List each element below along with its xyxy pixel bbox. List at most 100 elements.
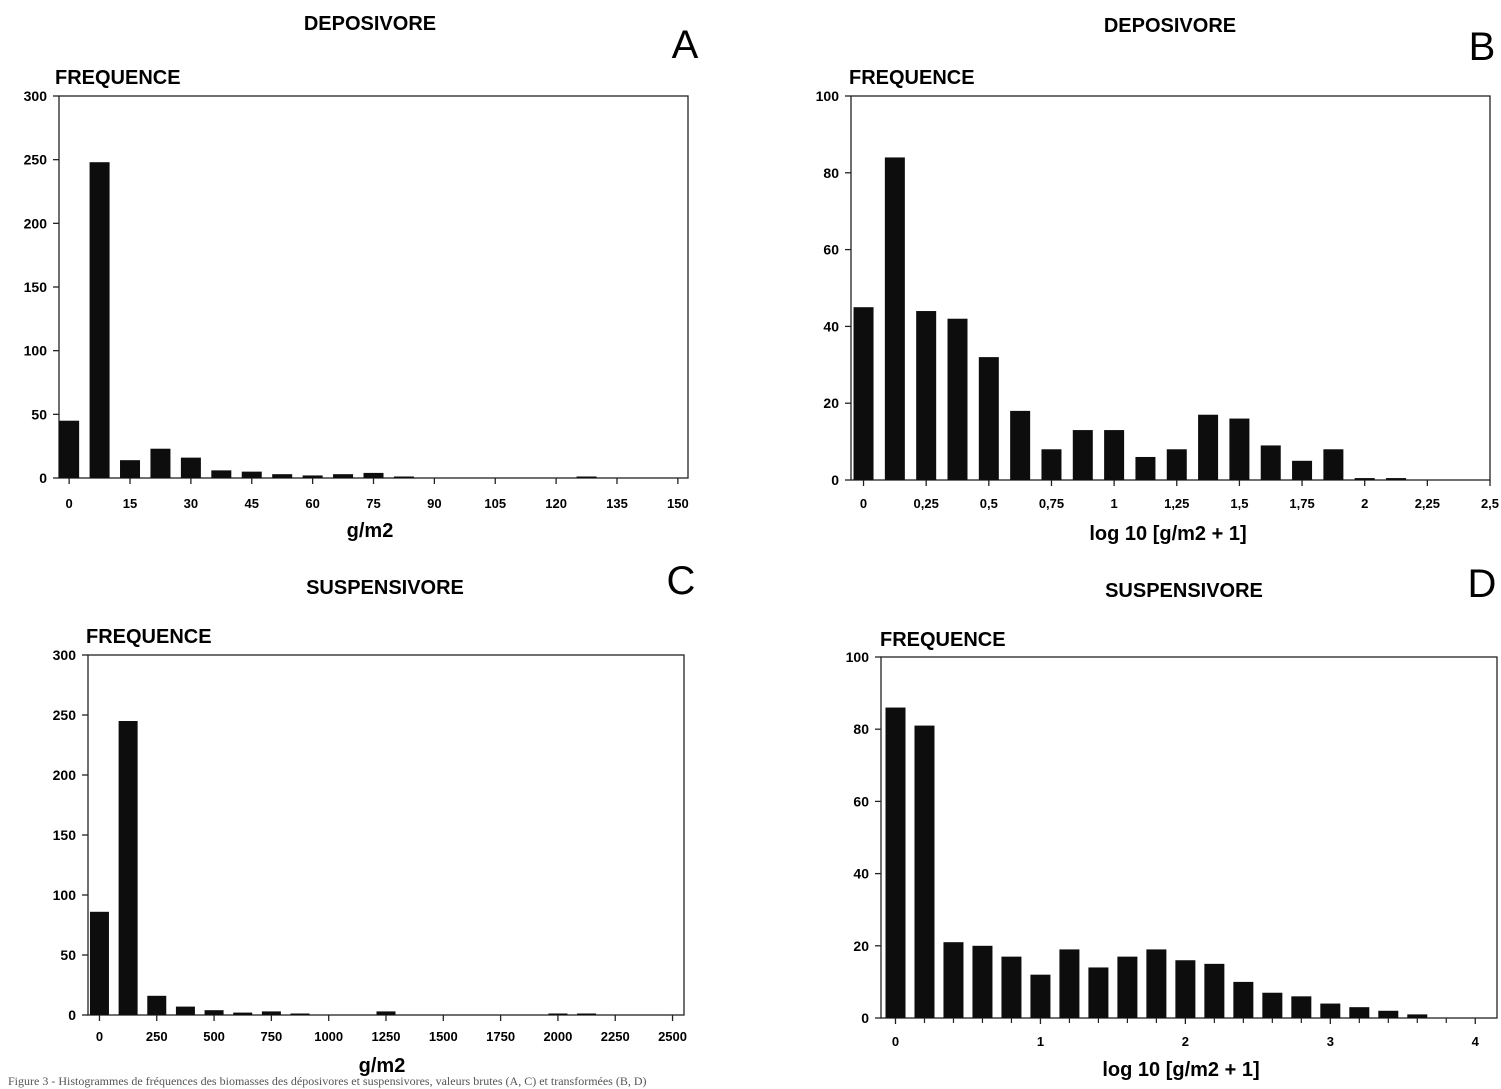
x-tick-label: 2,25 <box>1415 496 1440 511</box>
bar <box>147 995 167 1015</box>
x-tick-label: 4 <box>1472 1034 1480 1049</box>
bar <box>1292 460 1313 480</box>
bar <box>261 1011 281 1015</box>
bar <box>947 318 968 480</box>
bar <box>333 474 354 478</box>
bar <box>916 311 937 480</box>
bar <box>1349 1007 1370 1018</box>
x-tick-label: 105 <box>484 496 506 511</box>
chart-title: DEPOSIVORE <box>1104 15 1236 37</box>
bar <box>272 474 293 478</box>
y-axis-label: FREQUENCE <box>880 629 1006 651</box>
panel-letter: D <box>1468 562 1497 606</box>
bar <box>1320 1003 1341 1018</box>
bar <box>885 707 906 1018</box>
bar <box>1072 430 1093 480</box>
y-tick-label: 80 <box>853 721 869 737</box>
bar <box>363 472 384 478</box>
y-tick-label: 300 <box>24 88 48 104</box>
y-tick-label: 80 <box>823 165 839 181</box>
chart-title: DEPOSIVORE <box>304 13 436 35</box>
x-tick-label: 1,75 <box>1289 496 1314 511</box>
x-tick-label: 0 <box>66 496 73 511</box>
x-tick-label: 2000 <box>543 1029 572 1044</box>
x-tick-label: 0 <box>96 1029 103 1044</box>
bar <box>290 1013 310 1015</box>
x-tick-label: 1250 <box>372 1029 401 1044</box>
bar <box>393 476 414 478</box>
y-tick-label: 300 <box>53 647 77 663</box>
bar <box>1378 1010 1399 1018</box>
x-tick-label: 0,5 <box>980 496 998 511</box>
y-tick-label: 200 <box>53 767 77 783</box>
bar <box>1233 981 1254 1018</box>
y-tick-label: 50 <box>31 406 47 422</box>
plot-frame <box>850 95 1491 481</box>
y-tick-label: 0 <box>861 1010 869 1026</box>
x-tick-label: 135 <box>606 496 628 511</box>
x-tick-label: 2 <box>1182 1034 1189 1049</box>
x-tick-label: 60 <box>305 496 319 511</box>
bar <box>150 448 171 478</box>
bar <box>1291 996 1312 1018</box>
bar <box>943 942 964 1018</box>
x-tick-label: 1500 <box>429 1029 458 1044</box>
y-tick-label: 40 <box>853 866 869 882</box>
x-tick-label: 3 <box>1327 1034 1334 1049</box>
panel-letter: A <box>672 23 699 67</box>
bar <box>978 357 999 480</box>
bar <box>211 470 232 478</box>
x-axis-label: g/m2 <box>359 1055 406 1077</box>
bar <box>1260 445 1281 480</box>
x-tick-label: 750 <box>261 1029 283 1044</box>
bar <box>1001 956 1022 1018</box>
bar <box>120 460 141 478</box>
bar <box>118 721 138 1015</box>
x-tick-label: 30 <box>184 496 198 511</box>
x-axis-label: log 10 [g/m2 + 1] <box>1089 523 1246 545</box>
chart-panel-c: SUSPENSIVORE C FREQUENCE 0 50 100 150 200 250 300… <box>53 559 696 1077</box>
y-tick-label: 0 <box>68 1007 76 1023</box>
y-tick-label: 60 <box>853 793 869 809</box>
bar <box>1030 974 1051 1018</box>
bar <box>1386 478 1407 480</box>
y-tick-label: 100 <box>846 649 870 665</box>
y-tick-label: 150 <box>24 279 48 295</box>
chart-panel-b: DEPOSIVORE B FREQUENCE 0 20 40 60 80 100 0 0,25 0,5… <box>816 15 1499 545</box>
bar <box>59 420 80 478</box>
x-tick-label: 2 <box>1361 496 1368 511</box>
bar <box>972 945 993 1018</box>
x-tick-label: 1,25 <box>1164 496 1189 511</box>
bar <box>175 1006 195 1015</box>
y-tick-label: 0 <box>831 472 839 488</box>
bar <box>302 475 323 478</box>
chart-panel-d: SUSPENSIVORE D FREQUENCE 0 20 40 60 80 100 0 1 2 3 4 l… <box>846 562 1498 1081</box>
x-tick-label: 75 <box>366 496 380 511</box>
bar <box>376 1011 396 1015</box>
x-tick-label: 1 <box>1037 1034 1044 1049</box>
x-tick-label: 0,25 <box>914 496 939 511</box>
x-tick-label: 1000 <box>314 1029 343 1044</box>
y-tick-label: 50 <box>60 947 76 963</box>
y-axis-label: FREQUENCE <box>86 626 212 648</box>
bar <box>1262 992 1283 1018</box>
bar <box>1010 410 1031 480</box>
y-tick-label: 100 <box>24 343 48 359</box>
x-tick-label: 2500 <box>658 1029 687 1044</box>
y-tick-label: 0 <box>39 470 47 486</box>
chart-panel-a: DEPOSIVORE A FREQUENCE 0 50 100 150 200 250 300 0 1… <box>24 13 699 542</box>
y-axis-label: FREQUENCE <box>849 67 975 89</box>
panel-letter: B <box>1469 25 1496 69</box>
chart-title: SUSPENSIVORE <box>306 577 464 599</box>
bar <box>89 162 110 479</box>
bar <box>884 157 905 480</box>
bar <box>1166 449 1187 480</box>
x-tick-label: 15 <box>123 496 137 511</box>
bar <box>1059 949 1080 1018</box>
bar <box>204 1010 224 1015</box>
bar <box>1407 1014 1428 1018</box>
bar <box>180 457 201 478</box>
x-tick-label: 2250 <box>601 1029 630 1044</box>
y-tick-label: 200 <box>24 215 48 231</box>
